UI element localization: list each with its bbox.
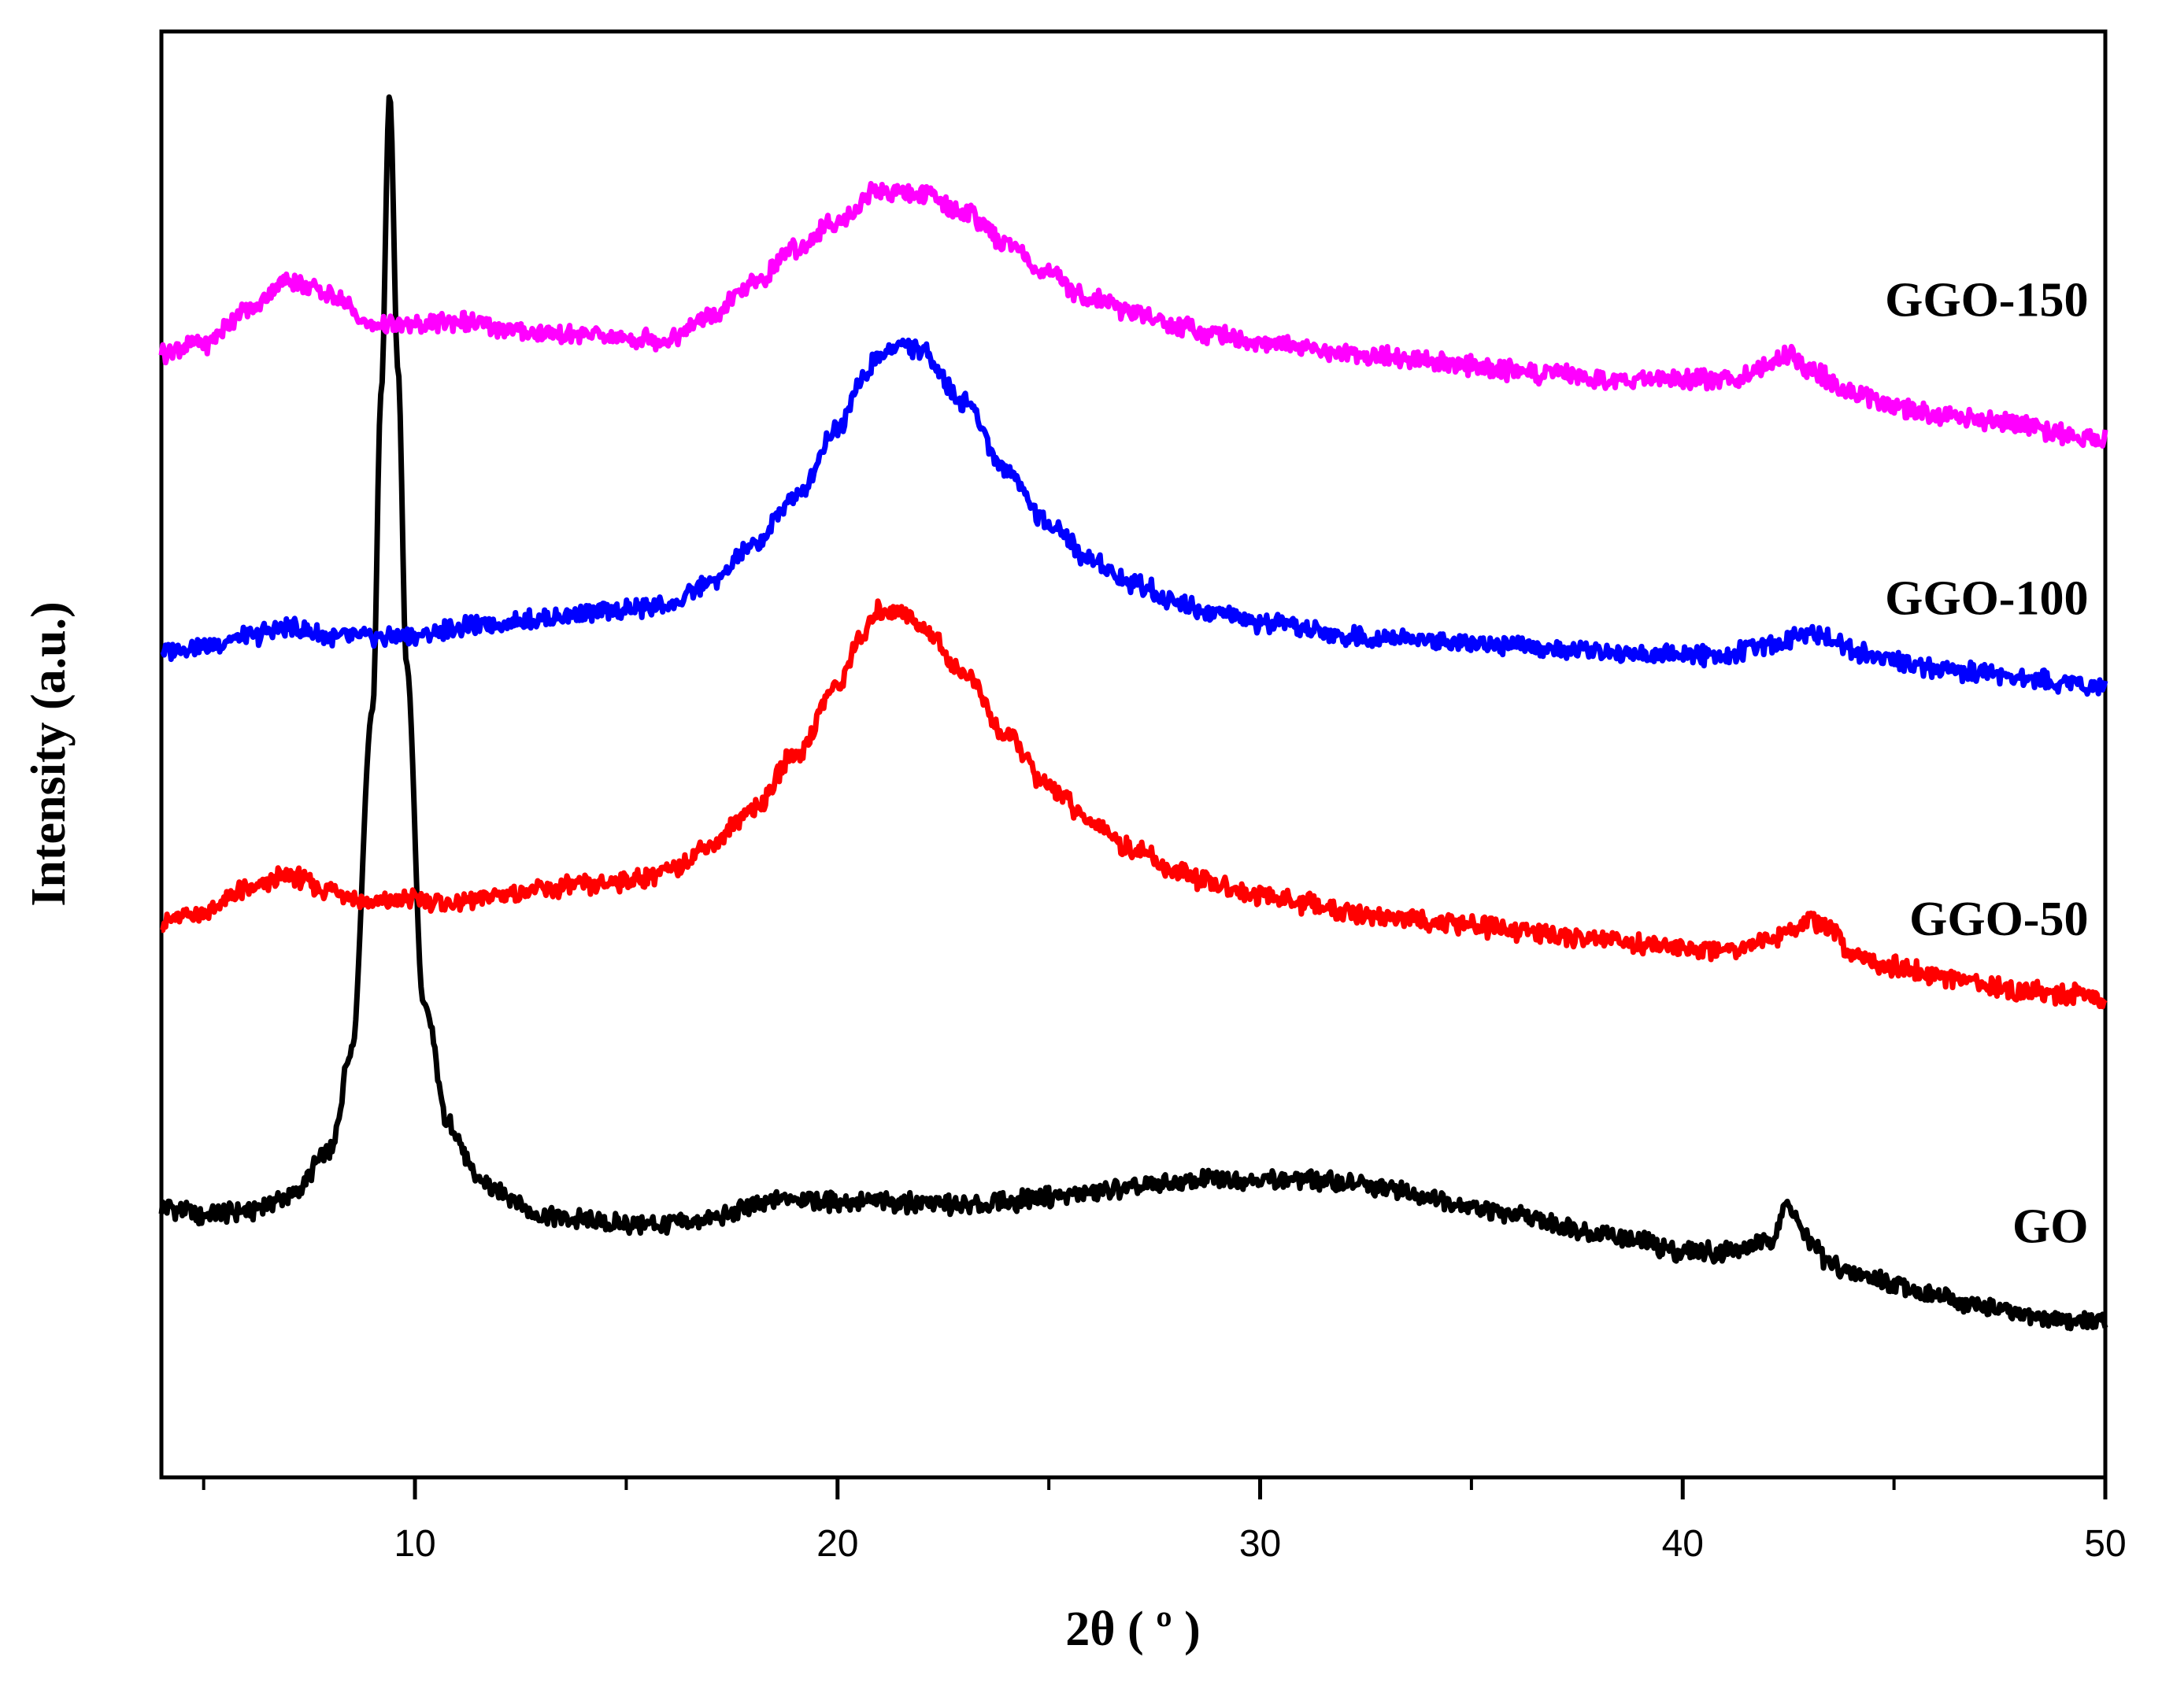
x-tick-label: 10 (394, 1523, 435, 1565)
x-axis-ticks: 10 20 30 40 50 (202, 1477, 2127, 1565)
series-line-go (158, 94, 2108, 1332)
series-line-ggo-50 (160, 598, 2108, 1010)
series-line-ggo-150 (158, 180, 2108, 449)
x-tick-label: 40 (1662, 1523, 1704, 1565)
series-label-ggo-100: GGO-100 (1885, 572, 2088, 626)
x-tick-label: 20 (816, 1523, 858, 1565)
series-label-layer: GO GGO-50 GGO-100 GGO-150 (1885, 274, 2088, 1254)
plot-frame (159, 29, 2108, 1480)
x-axis-title: 2θ ( º ) (1065, 1603, 1201, 1656)
series-layer (158, 94, 2108, 1332)
series-label-ggo-150: GGO-150 (1885, 274, 2088, 327)
series-line-ggo-100 (160, 337, 2108, 697)
x-tick-label: 50 (2084, 1523, 2126, 1565)
series-label-ggo-50: GGO-50 (1909, 893, 2088, 946)
series-label-go: GO (2012, 1200, 2088, 1253)
y-axis-title: Intensity (a.u.) (22, 601, 76, 907)
x-tick-label: 30 (1239, 1523, 1281, 1565)
